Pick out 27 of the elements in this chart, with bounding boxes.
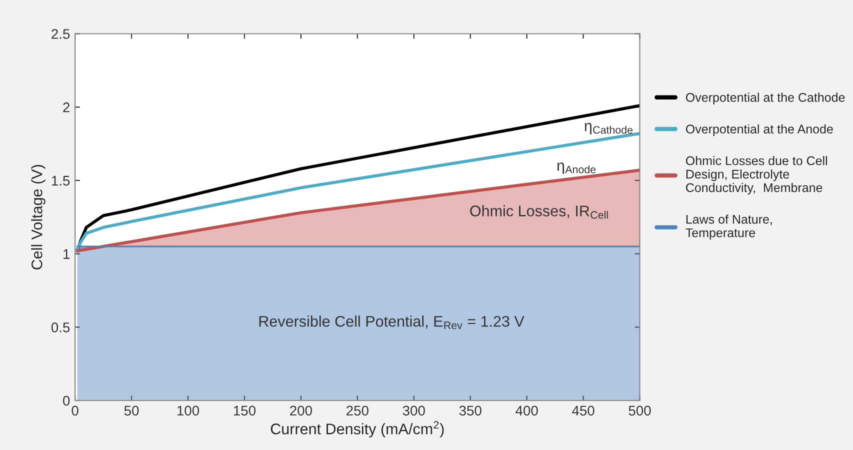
y-tick-label: 1.5 xyxy=(52,176,70,186)
y-tick-label: 2 xyxy=(63,102,70,112)
x-tick-label: 300 xyxy=(402,406,425,416)
legend-label: Ohmic Losses due to Cell Design, Electrolyte Conductivity, Membrane xyxy=(686,156,827,195)
legend-label: Laws of Nature, Temperature xyxy=(686,214,772,240)
y-tick-label: 1 xyxy=(64,249,70,259)
x-tick-label: 50 xyxy=(124,406,139,416)
legend-label: Overpotential at the Cathode xyxy=(686,92,845,104)
y-axis-title: Cell Voltage (V) xyxy=(31,164,46,270)
x-tick-label: 100 xyxy=(177,406,200,416)
x-tick-label: 500 xyxy=(628,406,651,416)
x-tick-label: 250 xyxy=(346,406,368,416)
annotation: η$_{Anode}$ xyxy=(557,162,596,174)
y-tick-label: 2.5 xyxy=(52,29,70,39)
x-tick-label: 150 xyxy=(234,406,256,416)
annotation: Reversible Cell Potential, E$_{Rev}$ = 1.23 V xyxy=(259,316,524,330)
x-tick-label: 200 xyxy=(290,406,312,416)
x-tick-label: 400 xyxy=(516,406,538,416)
annotation: η$_{Cathode}$ xyxy=(584,122,633,134)
y-tick-label: 0.5 xyxy=(51,322,70,332)
x-tick-label: 450 xyxy=(572,406,594,416)
legend-label: Overpotential at the Anode xyxy=(686,124,833,136)
annotation: Ohmic Losses, IR$_{Cell}$ xyxy=(470,205,608,219)
y-tick-label: 0 xyxy=(63,396,70,406)
x-tick-label: 350 xyxy=(459,406,482,416)
x-tick-label: 0 xyxy=(72,406,78,416)
x-axis-title: Current Density (mA/cm$^{2}$) xyxy=(270,421,444,438)
